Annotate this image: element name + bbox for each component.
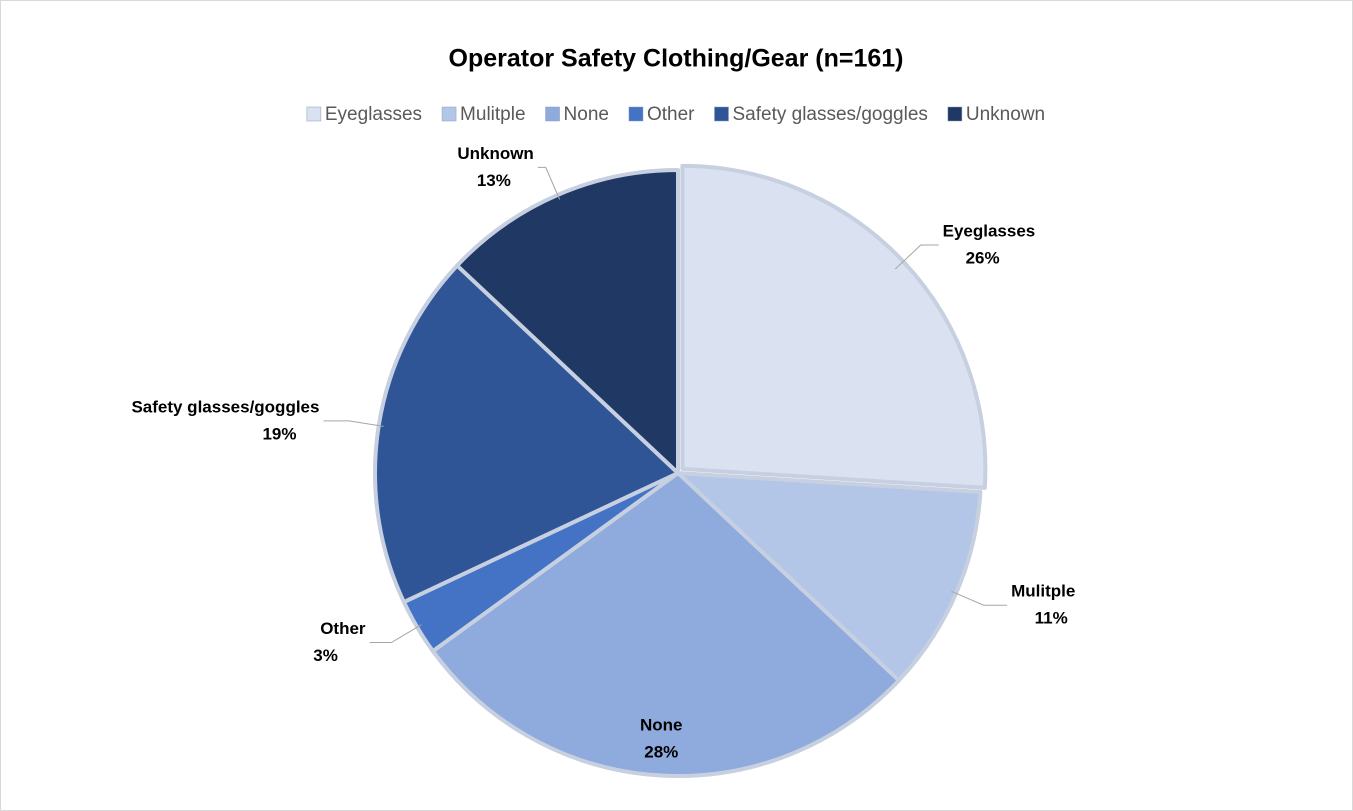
- legend-label: None: [564, 104, 609, 125]
- legend-label: Mulitple: [460, 104, 525, 125]
- leader-line: [894, 244, 939, 270]
- leader-line: [369, 624, 422, 644]
- slice-value-label: 13%: [477, 171, 511, 190]
- legend-swatch: [306, 106, 322, 122]
- legend-swatch: [628, 106, 644, 122]
- slice-label: None: [640, 716, 683, 735]
- slice-value-label: 19%: [262, 424, 296, 443]
- slice-label: Other: [320, 619, 366, 638]
- legend-swatch: [441, 106, 457, 122]
- leader-line: [323, 420, 384, 427]
- legend-label: Eyeglasses: [325, 104, 422, 125]
- chart-title: Operator Safety Clothing/Gear (n=161): [449, 45, 904, 73]
- slice-label: Eyeglasses: [943, 222, 1036, 241]
- slice-value-label: 3%: [313, 646, 338, 665]
- legend-swatch: [947, 106, 963, 122]
- legend-swatch: [714, 106, 729, 122]
- pie-slice: [430, 471, 901, 778]
- slice-value-label: 28%: [644, 743, 678, 762]
- slice-label: Unknown: [457, 144, 534, 163]
- leader-line: [537, 166, 561, 200]
- slice-value-label: 11%: [1035, 609, 1068, 628]
- leader-line: [951, 590, 1008, 606]
- legend-label: Unknown: [966, 104, 1045, 125]
- legend-swatch: [545, 106, 560, 122]
- slice-value-label: 26%: [966, 249, 1000, 268]
- legend-label: Other: [647, 104, 695, 125]
- legend-label: Safety glasses/goggles: [732, 104, 927, 125]
- slice-label: Mulitple: [1011, 582, 1075, 601]
- slice-label: Safety glasses/goggles: [131, 397, 319, 416]
- legend: Eyeglasses Mulitple None Other Safety glasse…: [306, 104, 1045, 125]
